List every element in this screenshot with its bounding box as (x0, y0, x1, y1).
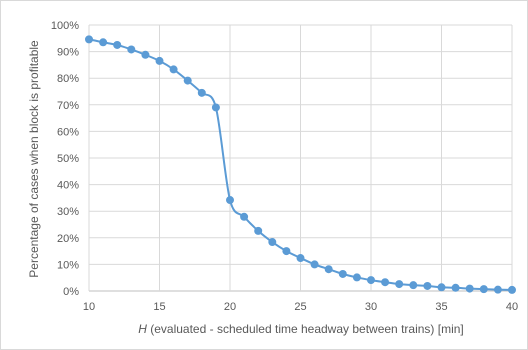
y-tick-label: 90% (57, 47, 79, 59)
y-tick-label: 0% (63, 286, 79, 298)
data-point (465, 284, 474, 293)
data-point (169, 65, 178, 74)
data-point (352, 273, 361, 282)
data-point (381, 278, 390, 287)
x-tick-label: 35 (435, 301, 447, 313)
data-point (282, 247, 291, 256)
data-point (395, 280, 404, 289)
data-point (324, 265, 333, 274)
data-point (437, 283, 446, 292)
y-tick-label: 40% (57, 180, 79, 192)
data-point (268, 238, 277, 247)
data-point (85, 35, 93, 44)
data-point (508, 285, 516, 294)
data-point (240, 212, 249, 221)
data-point (99, 38, 108, 47)
data-point (338, 269, 347, 278)
data-point (155, 56, 164, 65)
data-point (310, 260, 319, 269)
data-point (451, 283, 460, 292)
x-tick-label: 25 (294, 301, 306, 313)
series-group (85, 35, 516, 294)
data-point (197, 88, 206, 97)
y-axis-ticks: 0% 10% 20% 30% 40% 50% 60% 70% 80% 90% 100% (51, 20, 79, 298)
x-tick-label: 10 (83, 301, 95, 313)
data-point (296, 254, 305, 263)
data-point (141, 50, 150, 59)
data-point (226, 196, 234, 205)
gridlines (88, 24, 513, 292)
x-tick-label: 40 (506, 301, 518, 313)
data-point (493, 285, 502, 294)
data-point (367, 276, 375, 285)
x-axis-title-text: (evaluated - scheduled time headway betw… (147, 322, 464, 336)
y-tick-label: 50% (57, 153, 79, 165)
data-point (254, 226, 263, 235)
y-axis-title: Percentage of cases when block is profit… (27, 40, 41, 278)
y-tick-label: 70% (57, 100, 79, 112)
y-tick-label: 100% (51, 20, 79, 32)
x-tick-label: 20 (224, 301, 236, 313)
data-point (409, 281, 418, 290)
x-tick-label: 30 (365, 301, 377, 313)
x-axis-ticks: 10 15 20 25 30 35 40 (83, 301, 518, 313)
y-tick-label: 80% (57, 73, 79, 85)
y-tick-label: 60% (57, 126, 79, 138)
data-point (113, 40, 122, 49)
data-point (479, 285, 488, 294)
data-point (423, 281, 432, 290)
data-point (183, 76, 192, 85)
x-axis-title: H (evaluated - scheduled time headway be… (138, 322, 464, 336)
x-axis-title-variable: H (138, 322, 147, 336)
data-point (211, 103, 220, 112)
y-tick-label: 20% (57, 233, 79, 245)
data-point (127, 45, 136, 54)
y-tick-label: 10% (57, 259, 79, 271)
x-tick-label: 15 (153, 301, 165, 313)
y-tick-label: 30% (57, 206, 79, 218)
